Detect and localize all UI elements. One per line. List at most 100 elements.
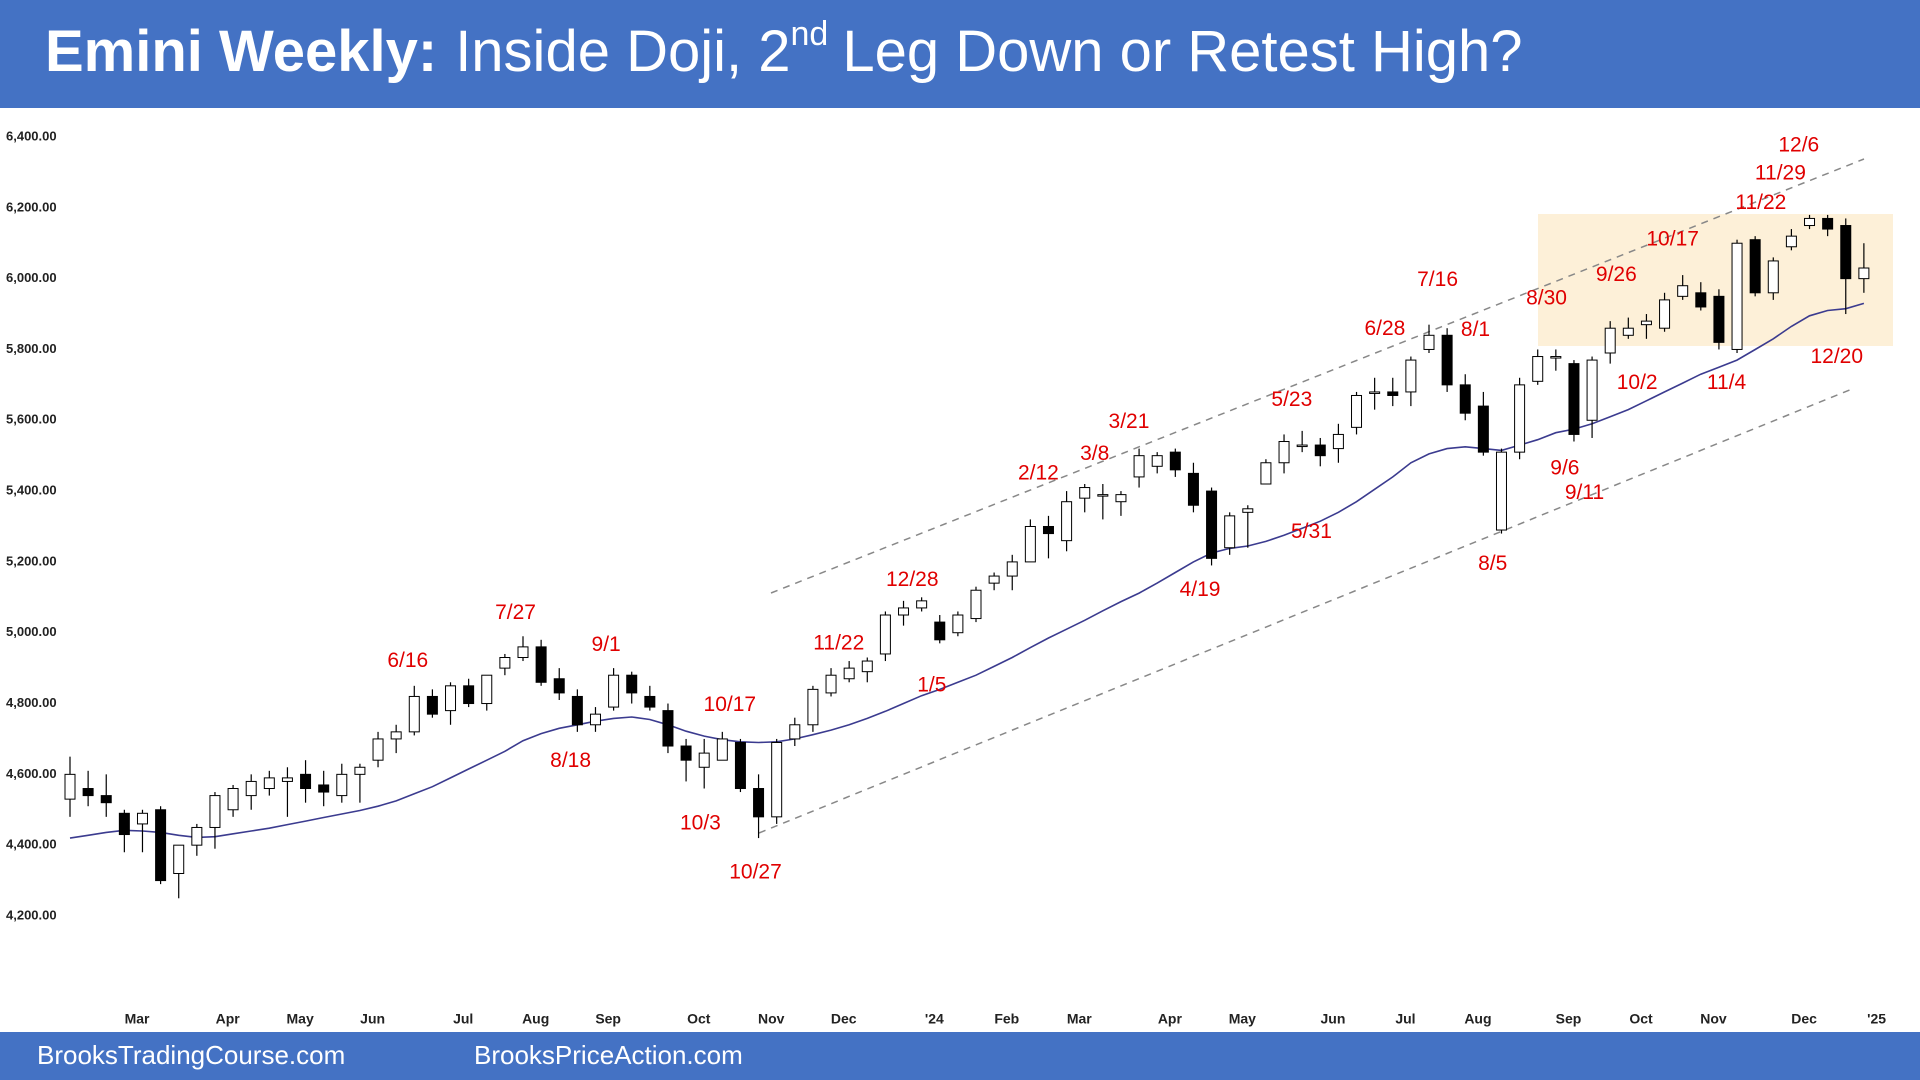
x-tick-label: Apr [216, 1011, 241, 1027]
y-tick-label: 4,200.00 [6, 907, 57, 922]
x-tick-label: Apr [1158, 1011, 1183, 1027]
annotation: 11/22 [813, 632, 864, 655]
candle-body [843, 667, 855, 680]
annotation: 9/26 [1596, 263, 1637, 286]
candle-body [64, 773, 76, 800]
candle-body [934, 621, 946, 641]
candle-body [1532, 356, 1544, 382]
candle-body [1640, 320, 1652, 326]
candle-body [1459, 384, 1471, 414]
candle-body [1187, 472, 1199, 506]
annotation: 11/4 [1707, 371, 1747, 394]
channel-line [770, 158, 1865, 594]
candle-body [209, 795, 221, 828]
x-tick-label: Oct [1629, 1011, 1653, 1027]
title: Emini Weekly: Inside Doji, 2nd Leg Down or… [45, 15, 1523, 84]
candle-body [1659, 299, 1671, 329]
candle-body [662, 710, 674, 747]
title-bold: Emini Weekly: [45, 19, 437, 84]
candle-body [753, 788, 765, 818]
x-tick-label: '25 [1867, 1011, 1886, 1027]
annotation: 9/6 [1550, 457, 1579, 480]
annotation: 11/22 [1735, 191, 1786, 214]
candle-body [716, 738, 728, 761]
candle-body [1061, 501, 1073, 542]
candle-body [734, 741, 746, 790]
candle-body [118, 812, 130, 836]
y-tick-label: 4,600.00 [6, 766, 57, 781]
x-tick-label: Nov [1700, 1011, 1727, 1027]
plot: 4,200.00 4,400.00 4,600.00 4,800.00 5,000.00… [0, 128, 1886, 1027]
annotation: 3/21 [1109, 410, 1150, 433]
candle-body [227, 788, 239, 811]
candle-body [1767, 260, 1779, 294]
candle-body [879, 614, 891, 655]
candle-body [1224, 515, 1236, 549]
annotation: 11/29 [1755, 161, 1806, 184]
candle-body [1586, 359, 1598, 421]
x-tick-label: May [287, 1011, 314, 1027]
candle-body [281, 777, 293, 782]
annotation: 5/23 [1271, 388, 1312, 411]
x-tick-label: May [1229, 1011, 1256, 1027]
x-tick-label: Jun [360, 1011, 385, 1027]
footer-bar [0, 1032, 1920, 1080]
candle-body [789, 724, 801, 740]
y-tick-label: 4,400.00 [6, 837, 57, 852]
annotation: 6/16 [387, 649, 428, 672]
candle-body [589, 713, 601, 726]
annotation: 10/3 [680, 812, 721, 835]
candle-body [1441, 334, 1453, 386]
x-tick-label: Oct [687, 1011, 711, 1027]
y-tick-label: 4,800.00 [6, 695, 57, 710]
x-tick-label: Sep [595, 1011, 621, 1027]
x-tick-label: Jul [1395, 1011, 1415, 1027]
header-bar [0, 0, 1920, 108]
candle-body [1749, 239, 1761, 294]
candle-body [481, 674, 493, 705]
candle-body [1369, 391, 1381, 394]
candle-body [698, 752, 710, 768]
candle-body [1477, 405, 1489, 453]
candle-body [861, 660, 873, 673]
annotation: 10/2 [1617, 371, 1658, 394]
annotation: 12/20 [1810, 345, 1863, 368]
candle-body [136, 812, 148, 825]
candle-body [1006, 561, 1018, 577]
annotation: 1/5 [917, 673, 946, 696]
candle-body [680, 745, 692, 761]
candle-body [1351, 394, 1363, 428]
candle-body [1858, 267, 1870, 280]
x-tick-label: Jul [453, 1011, 473, 1027]
annotation: 10/27 [729, 861, 782, 884]
annotation: 12/6 [1778, 133, 1819, 156]
candle-body [372, 738, 384, 761]
candle-body [1731, 242, 1743, 350]
x-tick-label: Jun [1321, 1011, 1346, 1027]
candle-body [1622, 327, 1634, 336]
candle-body [155, 809, 167, 882]
candle-body [952, 614, 964, 634]
y-tick-label: 5,600.00 [6, 412, 57, 427]
candle-body [499, 657, 511, 669]
candle-body [408, 695, 420, 733]
candle-body [191, 826, 203, 846]
candle-body [807, 688, 819, 726]
candle-body [1278, 441, 1290, 464]
annotation: 5/31 [1291, 520, 1332, 543]
candle-body [644, 695, 656, 708]
candle-body [1332, 433, 1344, 450]
x-tick-label: Feb [994, 1011, 1019, 1027]
candle-body [553, 678, 565, 694]
annotation: 8/1 [1461, 318, 1490, 341]
candle-body [898, 607, 910, 616]
candle-body [1840, 225, 1852, 280]
candle-body [1296, 444, 1308, 448]
footer-left: BrooksTradingCourse.com [37, 1040, 345, 1070]
candle-body [1387, 391, 1399, 396]
candle-body [100, 795, 112, 804]
candle-body [1260, 462, 1272, 485]
x-tick-label: Sep [1556, 1011, 1582, 1027]
channel-line [758, 388, 1853, 834]
candle-body [1169, 451, 1181, 471]
